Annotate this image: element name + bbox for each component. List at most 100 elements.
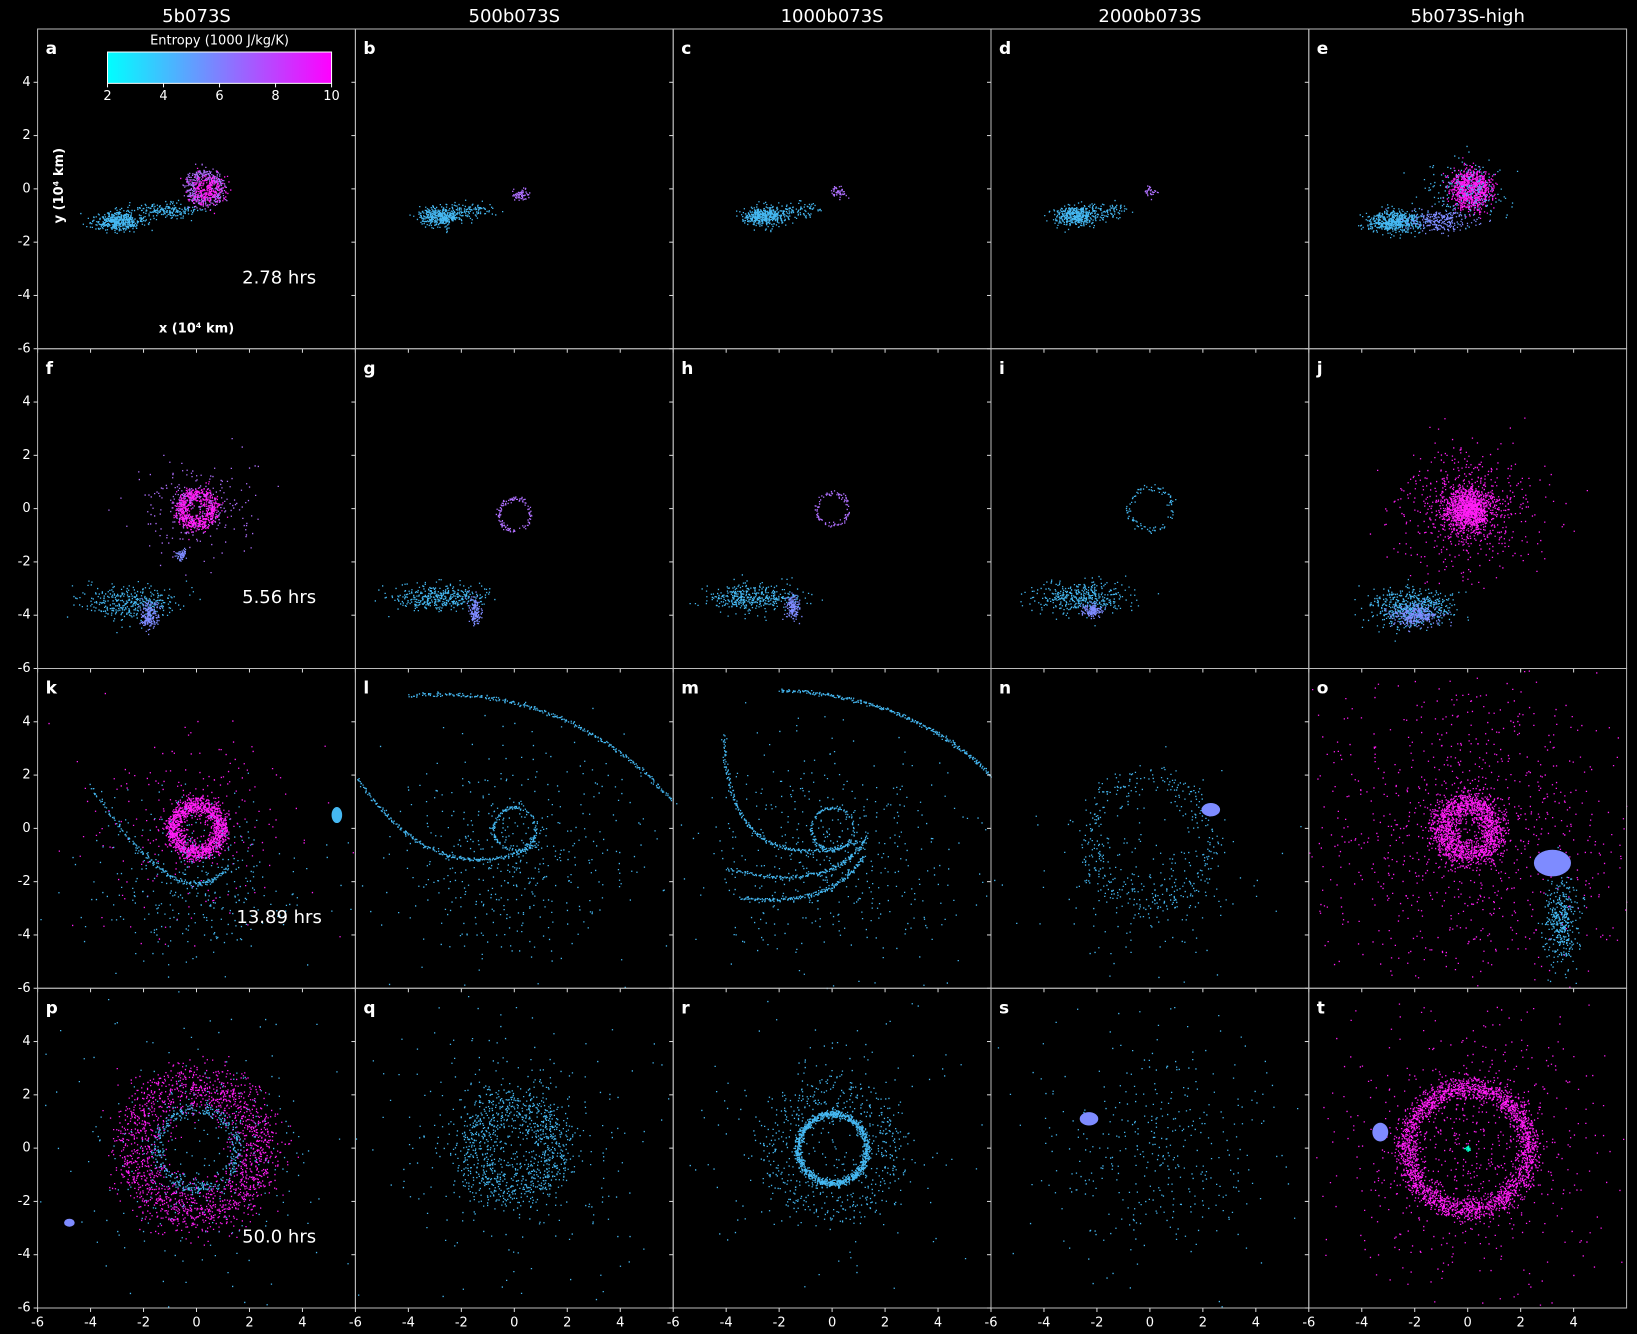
y-tick-label: 4 (22, 395, 30, 410)
x-tick-label: -6 (667, 1316, 680, 1331)
x-tick-label: -6 (31, 1316, 44, 1331)
x-tick-label: 0 (828, 1316, 836, 1331)
x-tick-label: 4 (616, 1316, 624, 1331)
particles (102, 1055, 300, 1246)
y-tick-label: -6 (18, 1301, 31, 1316)
time-label: 50.0 hrs (242, 1227, 316, 1248)
y-tick-label: 0 (22, 1141, 30, 1156)
x-tick-label: -4 (402, 1316, 415, 1331)
panel-letter: k (46, 679, 58, 699)
colorbar (107, 51, 333, 84)
x-tick-label: -4 (84, 1316, 97, 1331)
y-tick-label: 4 (22, 75, 30, 90)
clump (64, 1218, 75, 1227)
x-tick-label: -6 (985, 1316, 998, 1331)
panel-letter: g (363, 359, 375, 379)
y-tick-label: -2 (18, 1194, 31, 1209)
x-tick-label: 4 (1569, 1316, 1577, 1331)
colorbar-label: Entropy (1000 J/kg/K) (150, 34, 289, 49)
clump (1201, 803, 1221, 817)
y-axis-label: y (10⁴ km) (52, 148, 67, 223)
time-label: 2.78 hrs (242, 267, 316, 288)
y-tick-label: 2 (22, 448, 30, 463)
y-tick-label: 4 (22, 1034, 30, 1049)
colorbar-tick-label: 2 (103, 89, 111, 104)
y-tick-label: 2 (22, 1087, 30, 1102)
colorbar-tick-label: 10 (323, 89, 340, 104)
y-tick-label: -6 (18, 661, 31, 676)
panel-letter: n (999, 679, 1011, 699)
particles (1384, 598, 1452, 633)
particles (1309, 670, 1628, 988)
particles (739, 855, 867, 904)
clump (331, 807, 343, 824)
y-tick-label: 0 (22, 501, 30, 516)
y-tick-label: -2 (18, 874, 31, 889)
panel-letter: j (1316, 359, 1323, 379)
particles (782, 592, 803, 625)
particles (1354, 578, 1469, 642)
colorbar-tick-label: 6 (215, 89, 223, 104)
colorbar-tick-label: 8 (271, 89, 279, 104)
x-tick-label: -4 (720, 1316, 733, 1331)
x-tick-label: -2 (1408, 1316, 1421, 1331)
panel-letter: d (999, 39, 1011, 59)
y-tick-label: 0 (22, 181, 30, 196)
y-tick-label: -2 (18, 235, 31, 250)
x-tick-label: 2 (563, 1316, 571, 1331)
particles (137, 597, 163, 636)
panel-letter: b (363, 39, 375, 59)
y-tick-label: 2 (22, 768, 30, 783)
panel-letter: l (363, 679, 369, 699)
panel-letter: e (1317, 39, 1329, 59)
x-axis-label: x (10⁴ km) (159, 321, 234, 336)
x-tick-label: -2 (773, 1316, 786, 1331)
y-tick-label: -4 (18, 608, 31, 623)
particles (776, 200, 822, 219)
particles (751, 1064, 910, 1227)
panel-letter: p (46, 998, 58, 1018)
particles (512, 187, 531, 201)
particles (174, 547, 187, 562)
clump (1533, 849, 1571, 877)
x-tick-label: -2 (137, 1316, 150, 1331)
y-tick-label: 2 (22, 128, 30, 143)
clump (1372, 1122, 1389, 1142)
x-tick-label: 4 (298, 1316, 306, 1331)
x-tick-label: -4 (1355, 1316, 1368, 1331)
panel-letter: f (46, 359, 54, 379)
x-tick-label: -6 (1302, 1316, 1315, 1331)
x-tick-label: 2 (1199, 1316, 1207, 1331)
colorbar-tick-label: 4 (159, 89, 167, 104)
particles (464, 590, 483, 627)
particles (66, 580, 201, 634)
x-tick-label: -6 (349, 1316, 362, 1331)
particles (153, 791, 235, 865)
particles (1426, 473, 1507, 551)
panel-letter: s (999, 998, 1009, 1018)
particles (1442, 157, 1498, 219)
column-title: 1000b073S (781, 6, 884, 27)
particles (1144, 185, 1159, 201)
particles (1420, 782, 1510, 876)
particles (1092, 199, 1134, 221)
particles (116, 199, 212, 222)
column-title: 5b073S-high (1410, 6, 1524, 27)
x-tick-label: 0 (1146, 1316, 1154, 1331)
y-tick-label: 0 (22, 821, 30, 836)
x-tick-label: 4 (934, 1316, 942, 1331)
x-tick-label: 2 (1517, 1316, 1525, 1331)
particles (182, 163, 228, 210)
particles (1080, 601, 1106, 620)
particles (1391, 1069, 1548, 1225)
panel-letter: t (1317, 998, 1325, 1018)
column-title: 500b073S (469, 6, 561, 27)
particles (814, 490, 850, 528)
particles (357, 778, 536, 863)
x-tick-label: 2 (245, 1316, 253, 1331)
particles (736, 201, 799, 233)
y-tick-label: -2 (18, 554, 31, 569)
